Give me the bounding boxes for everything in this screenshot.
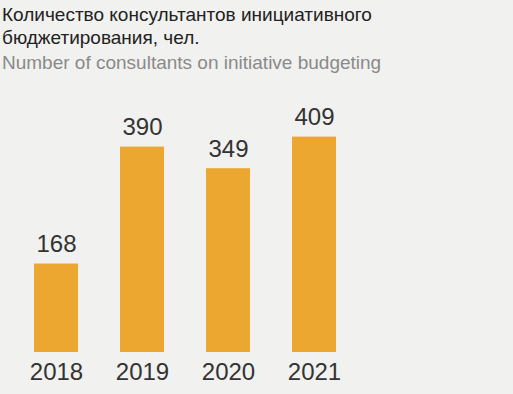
- html-text:Number of consultants on initi: Number of consultants on initiative budg…: [2, 52, 382, 73]
- svg-text:2019: 2019: [116, 358, 169, 385]
- svg-text:390: 390: [122, 113, 162, 140]
- svg-text:2021: 2021: [288, 358, 341, 385]
- svg-text:2018: 2018: [30, 358, 83, 385]
- svg-text:349: 349: [208, 135, 248, 162]
- svg-text:168: 168: [36, 230, 76, 257]
- svg-text:2020: 2020: [202, 358, 255, 385]
- html-text:Количество консультантов иници: Количество консультантов инициативного б…: [2, 4, 372, 48]
- svg-text:409: 409: [294, 103, 334, 130]
